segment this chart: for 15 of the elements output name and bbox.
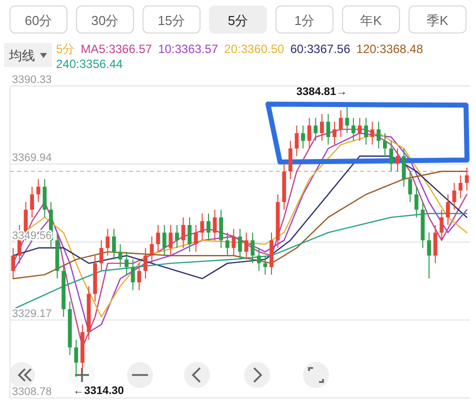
- legend-title: 5分: [56, 42, 75, 56]
- text: 240:3356.44: [56, 57, 124, 71]
- y-tick-label: 3390.33: [12, 74, 52, 86]
- text: 60:3367.56: [290, 42, 351, 56]
- ma-menu: 均线: [4, 43, 52, 67]
- annotation: ←3314.30: [73, 385, 124, 397]
- text: 120:3368.48: [356, 42, 424, 56]
- y-tick-label: 3329.17: [12, 308, 52, 320]
- period-buttons: 60分 30分 15分 5分 1分 年K 季K: [10, 6, 466, 34]
- annotation: 3384.81→: [296, 86, 348, 98]
- y-tick-label: 3369.94: [12, 152, 52, 164]
- text: MA5:3366.57: [80, 42, 152, 56]
- y-tick-label: 3308.78: [12, 386, 52, 398]
- text: 20:3360.50: [224, 42, 285, 56]
- text: 10:3363.57: [158, 42, 218, 56]
